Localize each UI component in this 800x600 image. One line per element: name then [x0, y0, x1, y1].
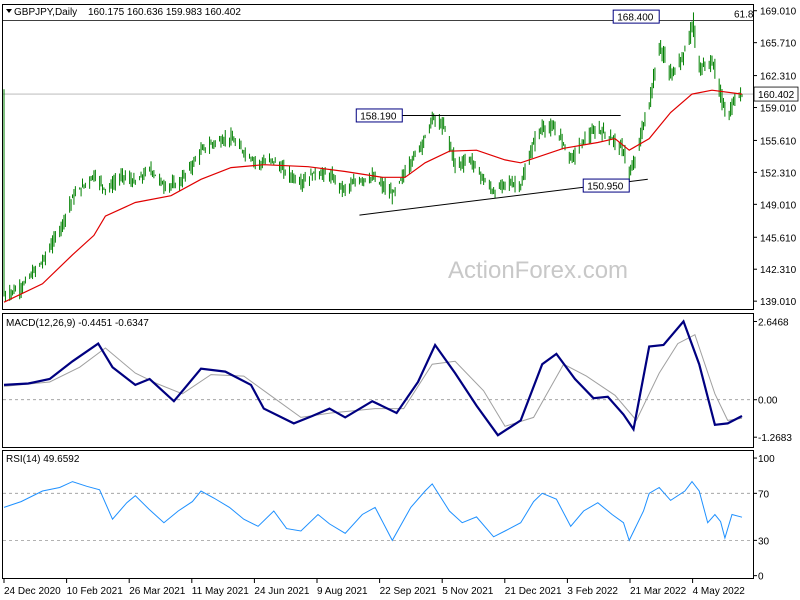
watermark: ActionForex.com	[448, 257, 628, 284]
x-tick-label: 24 Dec 2020	[4, 586, 61, 597]
price-annotations: 158.190 150.950 168.400	[355, 9, 660, 193]
rsi-tick-label: 70	[758, 489, 770, 500]
x-tick-label: 10 Feb 2021	[67, 586, 124, 597]
price-tick-label: 139.010	[760, 297, 797, 308]
price-tick-label: 152.310	[760, 168, 797, 179]
price-annotation-label: 158.190	[360, 111, 397, 122]
last-price-label: 160.402	[758, 90, 795, 101]
x-axis: 24 Dec 2020 10 Feb 2021 26 Mar 2021 11 May …	[3, 579, 746, 597]
price-tick-label: 162.310	[760, 72, 797, 83]
symbol-marker-icon	[6, 9, 12, 13]
chart-header: GBPJPY,Daily 160.175 160.636 159.983 160…	[6, 7, 241, 18]
price-annotation-box	[612, 9, 660, 24]
x-tick-label: 22 Sep 2021	[380, 586, 437, 597]
moving-average	[3, 89, 743, 303]
rsi-tick-label: 100	[758, 454, 775, 465]
ohlc-label: 160.175 160.636 159.983 160.402	[88, 7, 241, 18]
price-tick-label: 159.010	[760, 104, 797, 115]
price-annotation-label: 150.950	[587, 182, 624, 193]
x-tick-label: 4 May 2022	[693, 586, 746, 597]
price-panel-frame	[2, 4, 754, 310]
moving-average-line	[3, 89, 743, 303]
price-tick-label: 169.010	[760, 7, 797, 18]
rsi-tick-label: 0	[758, 572, 764, 583]
price-candles	[3, 12, 743, 302]
x-tick-label: 24 Jun 2021	[254, 586, 309, 597]
rsi-panel: 100 70 30 0	[3, 454, 775, 583]
x-tick-label: 21 Dec 2021	[505, 586, 562, 597]
x-tick-label: 11 May 2021	[192, 586, 250, 597]
fib-level-label: 61.8	[734, 9, 754, 20]
x-tick-label: 21 Mar 2022	[630, 586, 687, 597]
price-annotation-box	[355, 108, 403, 123]
price-tick-label: 149.010	[760, 200, 797, 211]
macd-main-line	[3, 319, 743, 437]
x-tick-label: 26 Mar 2021	[129, 586, 186, 597]
x-tick-label: 3 Feb 2022	[567, 586, 618, 597]
macd-title: MACD(12,26,9) -0.4451 -0.6347	[6, 318, 149, 329]
macd-panel: 2.6468 0.00 -1.2683	[3, 317, 792, 444]
price-annotation-box	[582, 178, 630, 193]
x-tick-label: 9 Aug 2021	[317, 586, 368, 597]
price-tick-label: 155.610	[760, 136, 797, 147]
macd-tick-label: -1.2683	[758, 433, 792, 444]
macd-tick-label: 0.00	[758, 396, 778, 407]
price-tick-label: 145.610	[760, 233, 797, 244]
rsi-title: RSI(14) 49.6592	[6, 454, 80, 465]
price-annotation-label: 168.400	[617, 13, 654, 24]
rsi-tick-label: 30	[758, 536, 770, 547]
last-price-box	[753, 86, 799, 102]
macd-panel-frame	[2, 313, 754, 448]
symbol-label: GBPJPY,Daily	[14, 7, 77, 18]
rsi-line	[3, 480, 743, 542]
macd-tick-label: 2.6468	[758, 317, 789, 328]
rsi-panel-frame	[2, 450, 754, 579]
x-tick-label: 5 Nov 2021	[442, 586, 494, 597]
price-tick-label: 165.710	[760, 39, 797, 50]
price-axis: 169.010 165.710 162.310 159.010 155.610 152.3…	[753, 7, 799, 308]
price-tick-label: 142.310	[760, 265, 797, 276]
